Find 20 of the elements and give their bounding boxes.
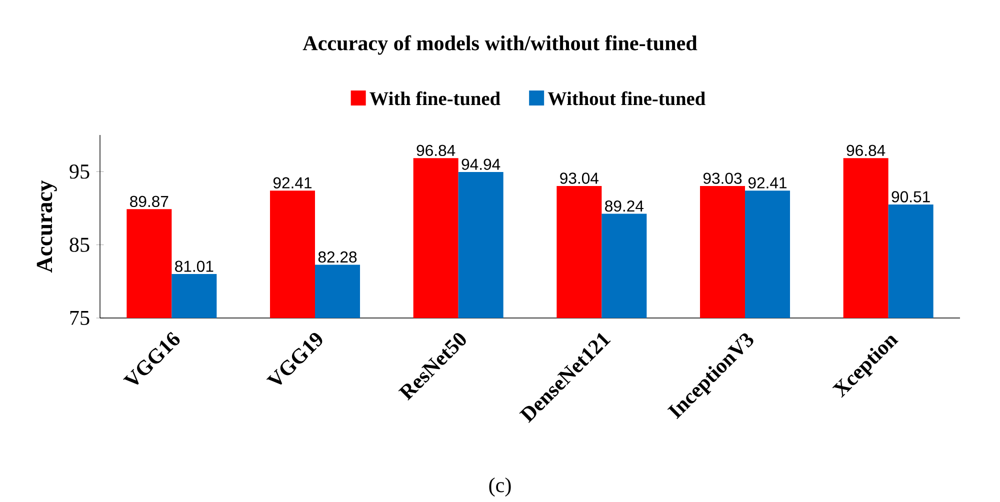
y-tick-label: 75	[70, 310, 90, 325]
y-tick-label: 85	[70, 237, 90, 252]
data-label: 94.94	[462, 158, 500, 170]
data-label: 92.41	[748, 177, 787, 188]
data-label: 82.28	[318, 251, 357, 262]
data-label: 96.84	[846, 144, 886, 156]
data-label: 81.01	[175, 260, 214, 272]
text: (c)	[489, 477, 511, 496]
chart-title: Accuracy of models with/without fine-tuned	[302, 35, 698, 54]
data-label: 93.03	[703, 172, 742, 184]
data-label: 89.87	[130, 196, 168, 207]
data-label: 89.24	[605, 200, 644, 212]
legend-label: With fine-tuned	[370, 91, 500, 106]
data-label: 93.04	[560, 172, 598, 184]
legend-label: Without fine-tuned	[548, 91, 706, 106]
y-axis-title: Accuracy	[36, 180, 57, 272]
data-label: 96.84	[416, 144, 456, 156]
y-tick-label: 95	[70, 164, 90, 178]
data-label: 90.51	[892, 190, 930, 202]
data-label: 92.41	[273, 177, 312, 188]
